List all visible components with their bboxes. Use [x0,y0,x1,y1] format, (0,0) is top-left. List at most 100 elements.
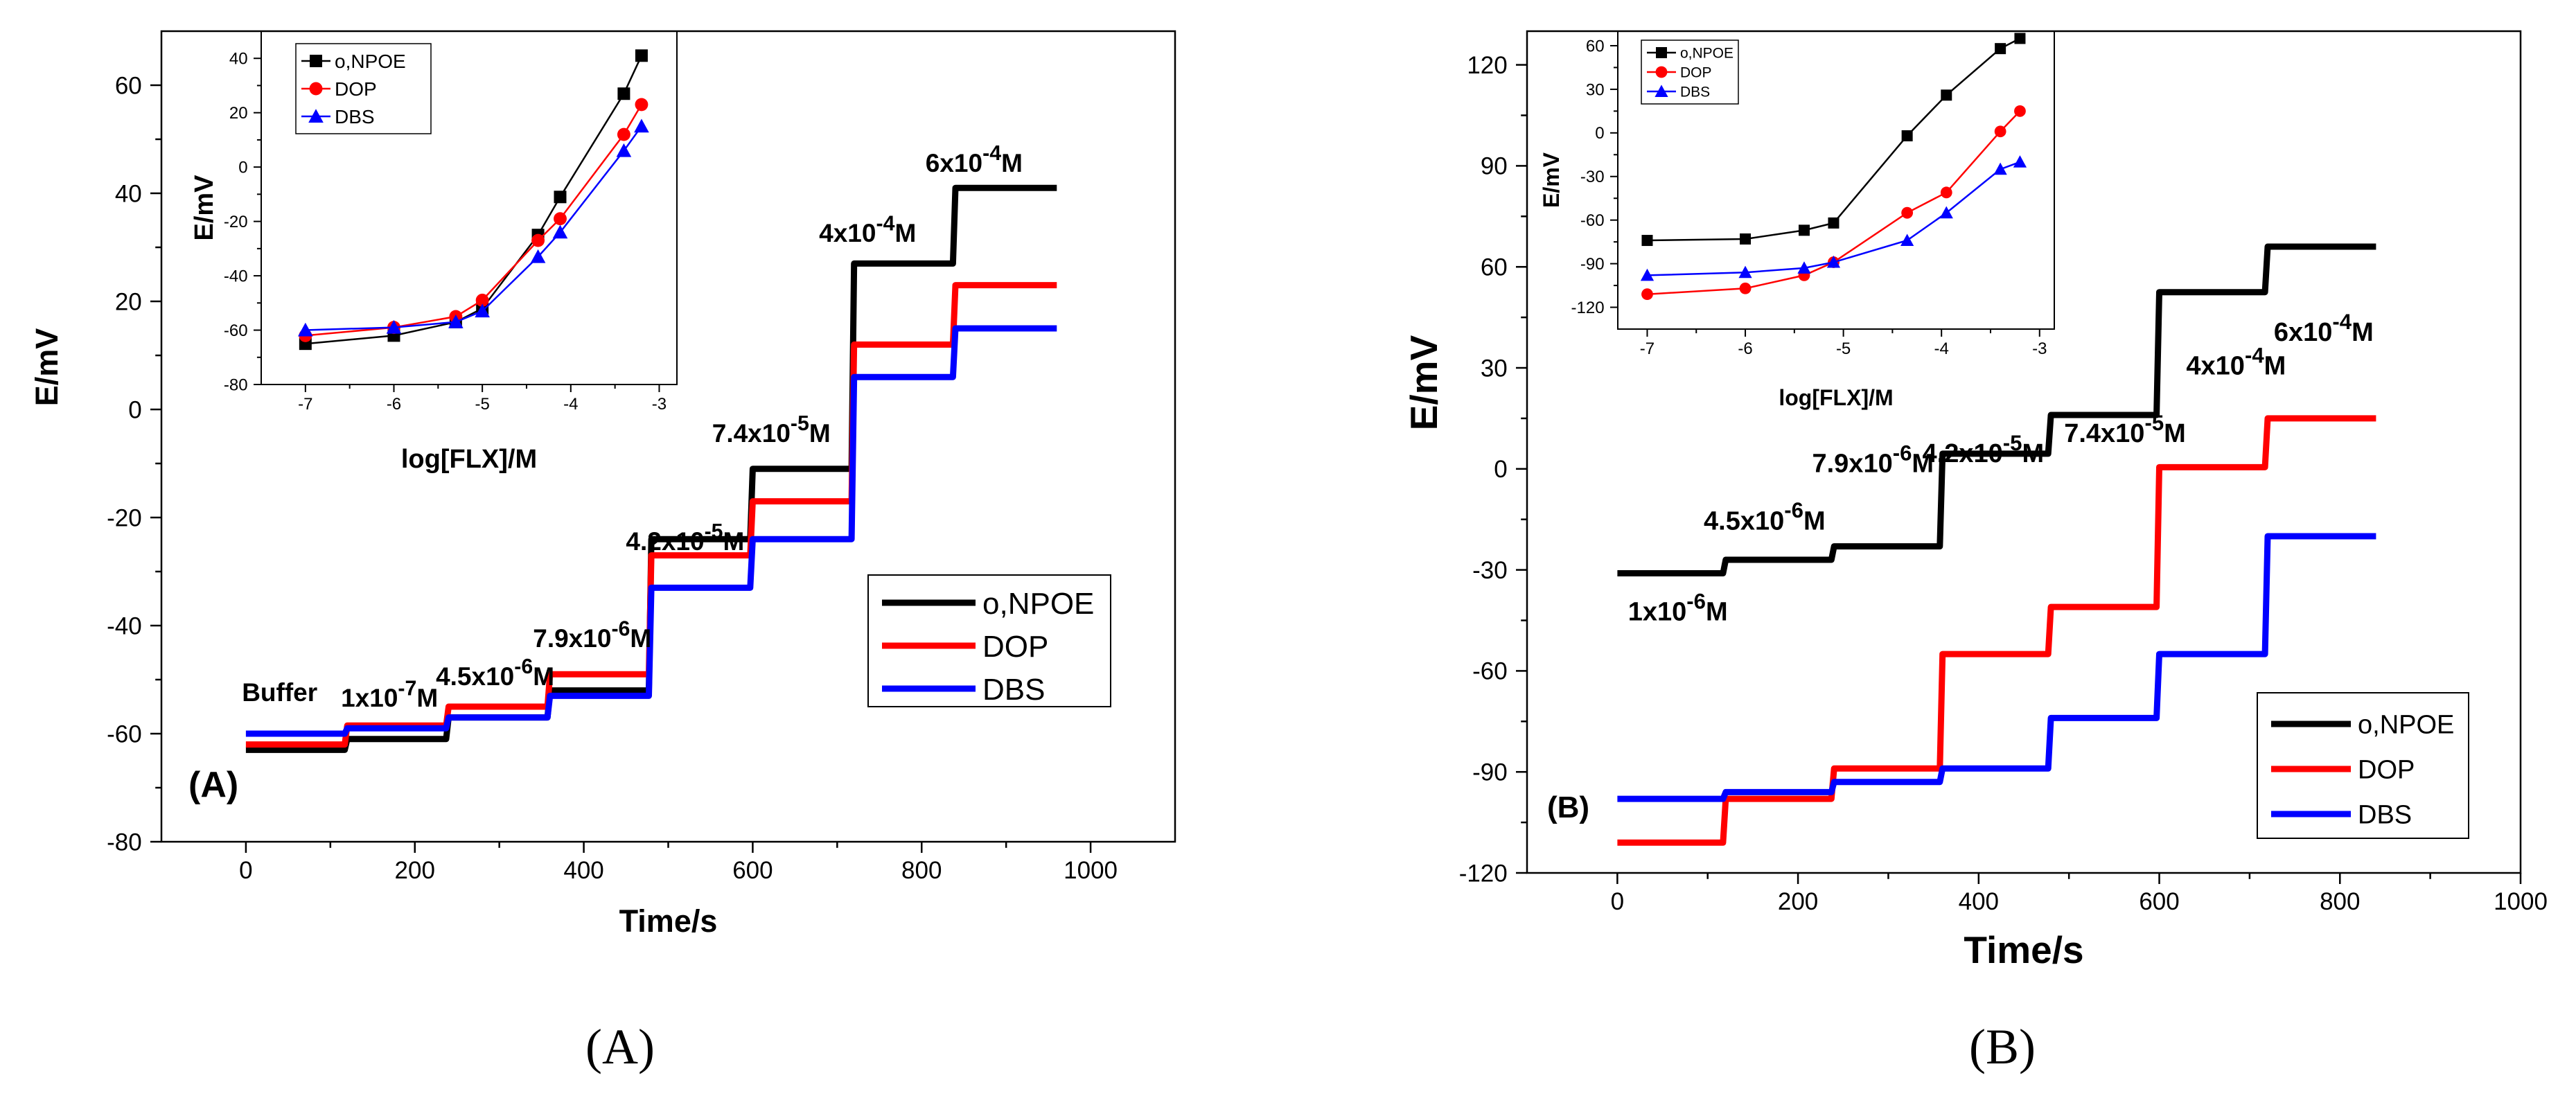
annotation-base: 4.2x10 [1923,439,2003,468]
x-tick-label: -5 [475,395,489,414]
data-point-square [1798,224,1810,236]
step-annotation: 7.4x10-5M [712,412,831,448]
y-tick-label: -20 [107,504,142,531]
data-point-square [1641,235,1653,247]
data-point-circle [635,98,649,112]
annotation-base: 6x10 [2274,318,2333,347]
x-tick-label: 400 [563,857,603,884]
annotation-exponent: -6 [514,655,533,678]
y-axis-label: E/mV [1539,152,1564,208]
annotation-unit: M [1001,149,1023,177]
x-tick-label: 800 [2320,888,2360,915]
y-tick-label: 0 [128,396,141,423]
data-point-triangle [1826,255,1841,268]
annotation-base: 4.5x10 [436,662,514,691]
annotation-unit: M [2164,419,2186,448]
plot-frame [261,30,678,385]
y-tick-label: -90 [1580,255,1605,274]
data-point-circle [475,293,489,307]
annotation-exponent: -6 [1893,441,1912,466]
plot-frame [1617,30,2055,330]
step-annotation: 1x10-6M [1628,589,1728,626]
panel-b: 0 200 400 600 800 1000-120-90-60-300306090120… [1402,30,2548,971]
annotation-unit: M [630,624,651,653]
x-tick-label: 600 [2139,888,2179,915]
legend-label: o,NPOE [1680,46,1733,62]
data-point-triangle [1939,206,1953,219]
x-tick-label: 200 [395,857,435,884]
legend-label: DBS [1680,85,1710,100]
series-line-dop [305,104,642,337]
y-axis-label: E/mV [29,328,64,407]
data-point-circle [531,233,545,247]
panel-a: 0 200 400 600 800 1000-80-60-40-200204060Time… [29,30,1176,939]
annotation-unit: M [2352,318,2374,347]
data-point-triangle [475,303,490,318]
data-point-triangle [1640,268,1655,281]
y-tick-label: 0 [1494,456,1507,483]
annotation-base: 4x10 [2186,352,2245,381]
annotation-exponent: -4 [876,213,894,236]
x-tick-label: -4 [563,395,578,414]
data-point-triangle [2013,155,2027,168]
annotation-exponent: -6 [611,618,630,641]
legend-label: DOP [982,630,1048,664]
y-tick-label: -80 [107,829,142,856]
annotation-base: 1x10 [1628,598,1687,627]
legend-label: DOP [1680,65,1712,81]
data-point-square [1740,233,1752,245]
data-point-circle [617,127,630,141]
annotation-base: 7.9x10 [1812,450,1892,479]
step-annotation: 4.5x10-6M [1704,498,1826,536]
x-tick-label: -4 [1934,339,1949,358]
data-point-circle [1641,288,1653,301]
series-line-dop [1647,110,2021,295]
annotation-exponent: -5 [705,520,723,543]
annotation-exponent: -4 [982,142,1001,165]
x-tick-label: 1000 [2494,888,2548,915]
y-axis-label: E/mV [1402,335,1445,430]
x-tick-label: -6 [1738,339,1752,358]
x-tick-label: -6 [387,395,401,414]
data-point-circle [309,82,323,96]
y-tick-label: -30 [1472,557,1508,584]
legend-label: DOP [335,78,377,100]
data-point-triangle [298,322,313,337]
series-line-onpoe [1617,243,2376,576]
annotation-unit: M [2264,352,2286,381]
annotation-base: 4.5x10 [1704,506,1784,536]
panel-b-caption: (B) [1969,1019,2036,1075]
y-tick-label: 0 [1595,124,1604,143]
y-tick-label: -20 [224,213,248,231]
data-point-circle [1739,282,1752,294]
annotation-exponent: -4 [2332,310,2352,334]
data-point-square [1941,89,1952,101]
y-tick-label: 20 [229,104,248,123]
annotation-base: Buffer [242,678,317,707]
annotation-base: 7.4x10 [2064,419,2144,448]
data-point-square [1828,217,1840,229]
legend-label: o,NPOE [982,587,1094,621]
data-point-square [635,49,648,62]
annotation-exponent: -5 [2003,431,2022,455]
x-tick-label: 0 [239,857,252,884]
data-point-circle [1940,186,1952,199]
y-tick-label: -30 [1580,168,1605,186]
annotation-base: 6x10 [926,149,982,177]
y-tick-label: 40 [115,180,142,207]
y-tick-label: 60 [1586,37,1605,55]
inner-panel-label: (A) [188,765,238,805]
legend-label: DOP [2358,756,2415,785]
panel-a-caption: (A) [585,1019,655,1075]
y-tick-label: 30 [1481,355,1508,382]
step-annotation: 4x10-4M [819,213,916,248]
annotation-exponent: -4 [2245,344,2264,368]
legend-box [867,574,1111,707]
data-point-square [1995,43,2006,55]
x-tick-label: -3 [652,395,667,414]
x-axis-label: Time/s [619,903,718,939]
annotation-unit: M [2022,439,2044,468]
x-tick-label: 800 [901,857,942,884]
y-tick-label: 60 [115,72,142,99]
annotation-base: 7.4x10 [712,419,791,448]
